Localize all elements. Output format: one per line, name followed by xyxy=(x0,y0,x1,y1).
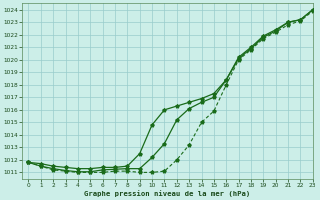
X-axis label: Graphe pression niveau de la mer (hPa): Graphe pression niveau de la mer (hPa) xyxy=(84,190,251,197)
